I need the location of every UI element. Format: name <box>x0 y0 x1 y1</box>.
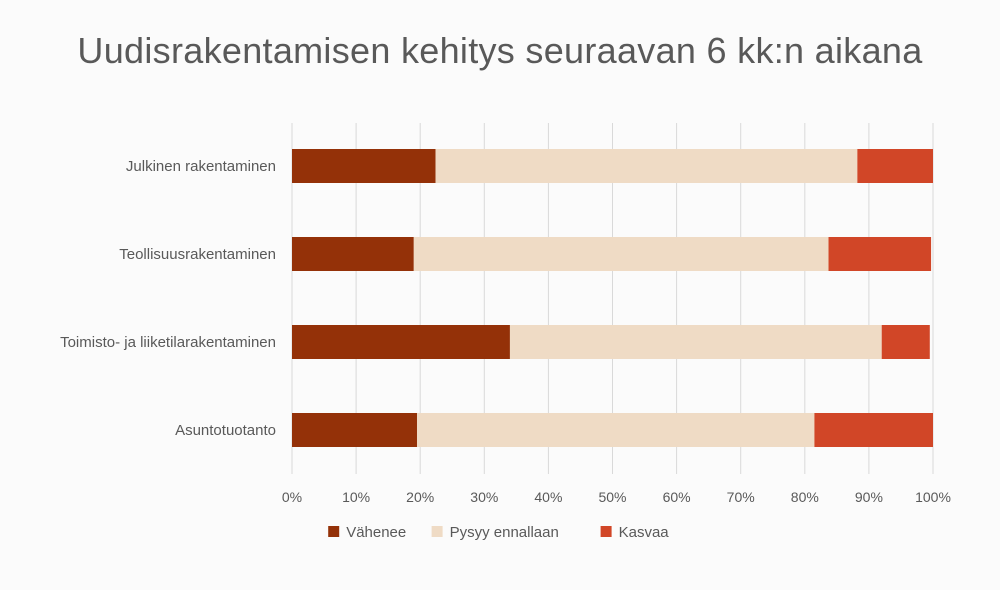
legend-swatch <box>431 526 443 537</box>
x-tick-label: 40% <box>534 489 562 505</box>
category-label: Teollisuusrakentaminen <box>119 246 276 263</box>
x-tick-label: 90% <box>855 489 883 505</box>
x-tick-label: 60% <box>663 489 691 505</box>
x-tick-label: 80% <box>791 489 819 505</box>
x-tick-label: 20% <box>406 489 434 505</box>
bar-segment-3 <box>828 237 932 271</box>
category-label: Toimisto- ja liiketilarakentaminen <box>60 334 276 351</box>
category-label: Asuntotuotanto <box>175 422 276 439</box>
x-tick-label: 0% <box>282 489 302 505</box>
bar-segment-1 <box>292 237 414 271</box>
bar-segment-1 <box>292 149 436 183</box>
x-tick-label: 70% <box>727 489 755 505</box>
chart-title: Uudisrakentamisen kehitys seuraavan 6 kk… <box>77 30 923 71</box>
x-tick-label: 100% <box>915 489 951 505</box>
bar-segment-3 <box>881 325 930 359</box>
x-tick-label: 50% <box>598 489 626 505</box>
category-label: Julkinen rakentaminen <box>126 158 276 175</box>
x-tick-label: 30% <box>470 489 498 505</box>
bar-segment-2 <box>416 413 815 447</box>
legend-label: Vähenee <box>346 524 406 541</box>
bar-segment-3 <box>814 413 933 447</box>
legend-swatch <box>600 526 612 537</box>
legend-label: Kasvaa <box>619 524 670 541</box>
bar-segment-3 <box>857 149 933 183</box>
bar-segment-1 <box>292 413 417 447</box>
legend-label: Pysyy ennallaan <box>450 524 559 541</box>
x-tick-label: 10% <box>342 489 370 505</box>
bar-segment-1 <box>292 325 510 359</box>
bar-segment-2 <box>435 149 858 183</box>
bar-segment-2 <box>413 237 829 271</box>
legend-swatch <box>328 526 340 537</box>
bar-segment-2 <box>509 325 882 359</box>
